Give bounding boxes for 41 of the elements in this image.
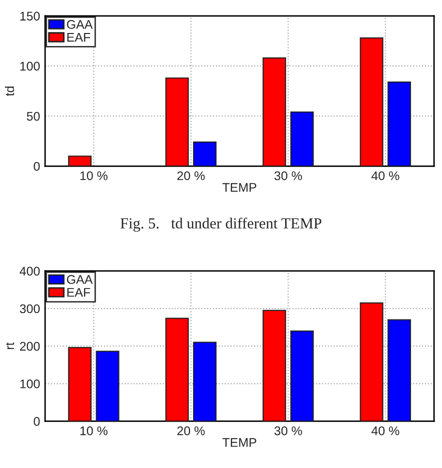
y-tick-label: 200 bbox=[20, 342, 40, 351]
legend-label: GAA bbox=[66, 20, 93, 29]
legend-label: GAA bbox=[66, 275, 93, 284]
caption: Fig. 5. td under different TEMP bbox=[120, 218, 322, 232]
x-tick-label: 10 % bbox=[80, 426, 108, 436]
y-axis-title: td bbox=[4, 86, 14, 96]
x-tick-label: 20 % bbox=[177, 171, 205, 180]
x-tick-label: 30 % bbox=[274, 171, 302, 180]
bar bbox=[262, 57, 286, 166]
bar bbox=[68, 156, 92, 166]
x-tick-label: 30 % bbox=[274, 426, 302, 436]
bar bbox=[193, 342, 217, 422]
x-tick-label: 20 % bbox=[177, 426, 205, 436]
y-axis-title: rt bbox=[6, 342, 14, 350]
bar bbox=[165, 318, 189, 422]
y-tick-label: 0 bbox=[34, 162, 40, 171]
x-tick-label: 10 % bbox=[80, 171, 108, 180]
bar bbox=[290, 330, 314, 422]
y-tick-label: 100 bbox=[20, 379, 40, 388]
y-tick-label: 150 bbox=[20, 12, 40, 21]
y-tick-label: 300 bbox=[20, 304, 40, 314]
legend-label: EAF bbox=[67, 33, 90, 42]
bar bbox=[360, 302, 384, 422]
y-tick-label: 100 bbox=[20, 62, 40, 71]
bar bbox=[262, 310, 286, 422]
bar bbox=[388, 319, 412, 422]
x-axis-title: TEMP bbox=[222, 438, 256, 447]
bar bbox=[68, 347, 92, 422]
y-tick-label: 400 bbox=[20, 266, 40, 276]
y-tick-label: 0 bbox=[34, 417, 40, 426]
x-tick-label: 40 % bbox=[371, 426, 400, 436]
bar bbox=[290, 112, 314, 166]
bar bbox=[165, 77, 189, 166]
bar bbox=[360, 37, 384, 166]
bar bbox=[388, 81, 412, 166]
legend-label: EAF bbox=[67, 288, 90, 297]
x-tick-label: 40 % bbox=[371, 171, 400, 180]
x-axis-title: TEMP bbox=[222, 183, 256, 192]
y-tick-label: 50 bbox=[26, 112, 40, 121]
bar bbox=[193, 142, 217, 166]
bar bbox=[96, 350, 120, 422]
